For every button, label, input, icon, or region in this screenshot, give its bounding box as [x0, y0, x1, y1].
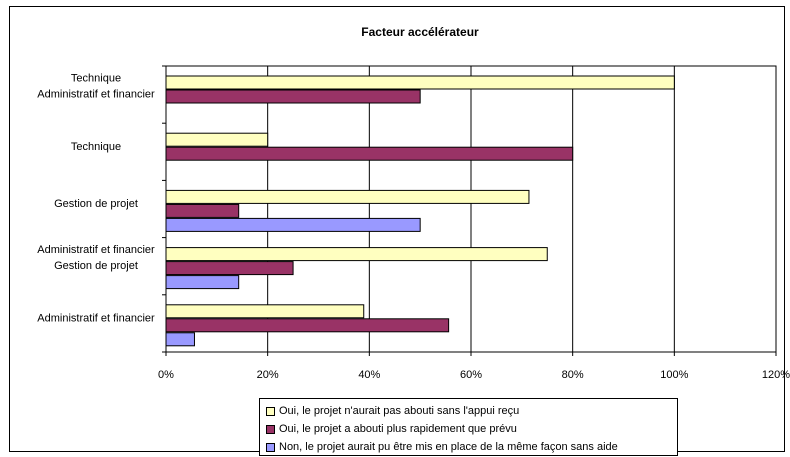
category-label: Technique — [71, 141, 121, 153]
x-tick-label: 0% — [158, 369, 174, 381]
x-tick-label: 120% — [762, 369, 790, 381]
category-label: Gestion de projet — [54, 198, 138, 210]
legend: Oui, le projet n'aurait pas abouti sans … — [259, 398, 678, 456]
bar — [165, 275, 240, 290]
legend-item: Non, le projet aurait pu être mis en pla… — [266, 438, 677, 456]
bar — [165, 217, 421, 232]
bar — [165, 89, 421, 104]
bar — [165, 132, 269, 147]
bars — [165, 75, 675, 347]
legend-item: Oui, le projet n'aurait pas abouti sans … — [266, 402, 677, 420]
x-tick-label: 80% — [562, 369, 584, 381]
category-label: Administratif et financier — [37, 244, 155, 256]
x-tick-label: 60% — [460, 369, 482, 381]
x-tick-label: 100% — [660, 369, 688, 381]
legend-item: Oui, le projet a abouti plus rapidement … — [266, 420, 677, 438]
legend-swatch — [266, 442, 275, 452]
legend-swatch — [266, 424, 275, 434]
x-tick-labels: 0% 20% 40% 60% 80% 100% 120% — [158, 369, 790, 381]
legend-label: Oui, le projet n'aurait pas abouti sans … — [279, 405, 520, 417]
bar — [165, 146, 574, 161]
bar — [165, 304, 365, 319]
legend-swatch — [266, 406, 275, 416]
bar — [165, 261, 294, 276]
bar — [165, 332, 195, 347]
chart-title: Facteur accélérateur — [361, 25, 479, 39]
category-label: Administratif et financier — [37, 89, 155, 101]
bar — [165, 75, 675, 90]
bar — [165, 247, 548, 262]
category-labels: Technique Administratif et financier Techn… — [37, 73, 155, 325]
x-tick-label: 20% — [257, 369, 279, 381]
legend-label: Non, le projet aurait pu être mis en pla… — [279, 441, 618, 453]
bar — [165, 203, 240, 218]
legend-label: Oui, le projet a abouti plus rapidement … — [279, 423, 517, 435]
bar — [165, 189, 530, 204]
category-label: Gestion de projet — [54, 260, 138, 272]
axes — [162, 65, 777, 356]
category-label: Technique — [71, 73, 121, 85]
bar — [165, 318, 450, 333]
category-label: Administratif et financier — [37, 312, 155, 324]
x-tick-label: 40% — [358, 369, 380, 381]
